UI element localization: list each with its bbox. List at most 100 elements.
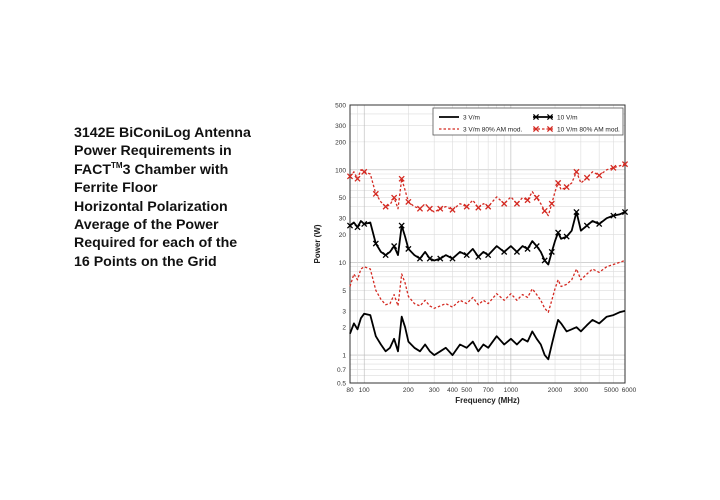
series-marker — [372, 240, 379, 247]
x-tick-label: 6000 — [622, 387, 637, 394]
series-marker — [449, 206, 456, 213]
y-tick-label: 2 — [342, 325, 346, 332]
caption-line-6: Average of the Power — [74, 217, 219, 234]
x-axis-label: Frequency (MHz) — [455, 396, 520, 405]
legend-marker — [532, 113, 540, 121]
series-marker — [346, 173, 354, 180]
series-marker — [354, 224, 361, 231]
series-2 — [346, 208, 629, 266]
series-marker — [610, 164, 617, 171]
y-tick-label: 0.7 — [337, 367, 346, 374]
caption-line-5: Horizontal Polarization — [74, 198, 228, 215]
y-tick-label: 1 — [342, 353, 346, 360]
series-marker — [398, 222, 405, 229]
series-marker — [513, 200, 521, 207]
series-marker — [596, 220, 603, 228]
plot-frame — [349, 104, 626, 384]
series-marker — [541, 207, 548, 214]
x-tick-label: 80 — [346, 387, 354, 394]
series-marker — [621, 161, 629, 168]
series-marker — [533, 194, 540, 201]
series-marker — [621, 208, 629, 216]
caption-line-4: Ferrite Floor — [74, 180, 158, 197]
legend-label: 10 V/m — [557, 114, 578, 121]
series-marker — [501, 200, 508, 207]
x-tick-label: 300 — [429, 387, 440, 394]
series-marker — [372, 190, 379, 197]
y-tick-labels: 0.5 0.7 1 2 3 5 10 20 30 50 100 200 300 500 — [335, 103, 346, 388]
series-line — [349, 259, 626, 313]
series-marker — [501, 248, 508, 255]
series-marker — [463, 203, 470, 210]
series-line — [349, 163, 626, 217]
y-tick-label: 3 — [342, 308, 346, 315]
x-tick-label: 1000 — [504, 387, 519, 394]
series-marker — [475, 253, 482, 260]
series-line — [349, 310, 626, 361]
series-marker — [398, 175, 405, 182]
series-marker — [346, 222, 354, 229]
y-tick-label: 300 — [335, 123, 346, 130]
chart-legend: 3 V/m 10 V/m 3 V/m 80% AM mod. 10 V/m 80% A… — [432, 107, 624, 136]
series-marker — [437, 205, 444, 212]
x-tick-label: 700 — [483, 387, 494, 394]
y-tick-label: 0.5 — [337, 381, 346, 388]
series-marker — [463, 252, 470, 259]
series-marker — [391, 194, 398, 201]
series-marker — [382, 252, 389, 259]
x-tick-label: 500 — [461, 387, 472, 394]
caption-chamber: 3 Chamber with — [122, 161, 229, 178]
legend-label: 3 V/m 80% AM mod. — [463, 126, 522, 133]
series-marker — [524, 197, 531, 204]
y-tick-label: 10 — [339, 260, 347, 267]
series-marker — [405, 198, 412, 205]
x-tick-label: 5000 — [604, 387, 619, 394]
y-tick-label: 100 — [335, 167, 346, 174]
series-marker — [485, 203, 492, 210]
series-marker — [416, 255, 424, 262]
x-tick-label: 200 — [403, 387, 414, 394]
caption-trademark: TM — [111, 160, 123, 170]
caption-line-7: Required for each of the — [74, 235, 238, 252]
series-marker — [596, 172, 603, 179]
y-tick-label: 20 — [339, 232, 347, 239]
series-marker — [426, 255, 433, 262]
legend-box — [432, 107, 624, 136]
caption-line-3: FACTTM3 Chamber with — [74, 161, 304, 179]
series-marker — [573, 168, 580, 175]
series-marker — [361, 168, 368, 175]
y-tick-label: 200 — [335, 139, 346, 146]
series-marker — [524, 245, 531, 252]
series-marker — [449, 255, 456, 262]
series-marker — [416, 205, 424, 212]
y-tick-label: 500 — [335, 103, 346, 110]
x-tick-label: 100 — [359, 387, 370, 394]
caption-line-2: Power Requirements in — [74, 143, 232, 160]
series-marker — [391, 243, 398, 250]
caption-line-1: 3142E BiConiLog Antenna — [74, 125, 251, 141]
y-axis-label: Power (W) — [313, 224, 322, 263]
series-marker — [541, 257, 548, 264]
series-marker — [513, 248, 521, 255]
series-1 — [349, 310, 626, 361]
series-marker — [548, 200, 555, 207]
series-marker — [533, 243, 540, 250]
chart-caption: 3142E BiConiLog Antenna Power Requiremen… — [74, 124, 304, 271]
series-marker — [563, 233, 570, 240]
legend-label: 10 V/m 80% AM mod. — [557, 126, 620, 133]
series-marker — [475, 204, 482, 211]
series-line — [349, 211, 626, 266]
caption-line-8: 16 Points on the Grid — [74, 253, 217, 270]
legend-marker — [532, 125, 540, 133]
series-marker — [583, 222, 590, 229]
power-chart: 0.5 0.7 1 2 3 5 10 20 30 50 100 200 300 500 80 100 200 3… — [313, 103, 637, 406]
legend-marker — [546, 113, 554, 121]
series-layer — [346, 161, 629, 361]
series-marker — [610, 212, 617, 219]
series-marker — [354, 175, 361, 182]
series-marker — [555, 229, 562, 236]
legend-label: 3 V/m — [463, 114, 480, 121]
series-marker — [583, 174, 590, 181]
series-marker — [426, 205, 433, 212]
series-3 — [349, 259, 626, 313]
